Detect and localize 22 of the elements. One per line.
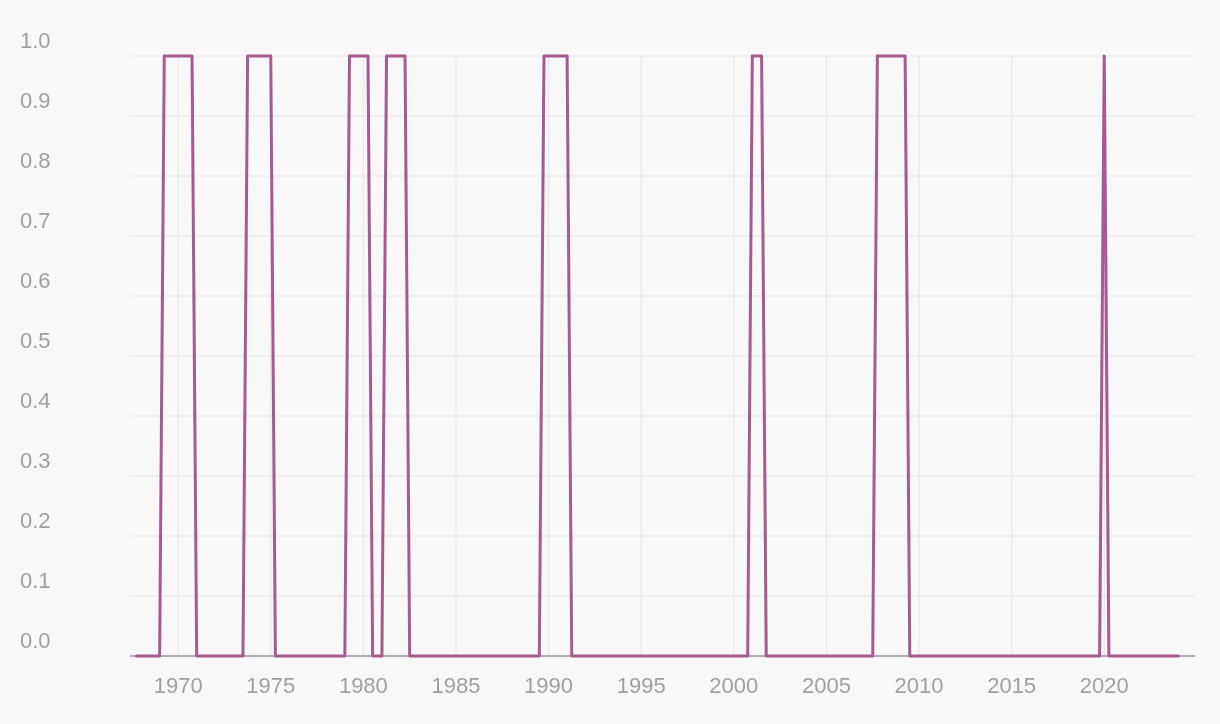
x-tick-label: 1995 bbox=[616, 673, 666, 698]
x-tick-label: 1990 bbox=[524, 673, 574, 698]
x-tick-label: 1975 bbox=[246, 673, 296, 698]
y-tick-label: 0.5 bbox=[20, 328, 51, 353]
x-tick-label: 1980 bbox=[338, 673, 388, 698]
y-tick-label: 0.3 bbox=[20, 448, 51, 473]
x-tick-label: 1985 bbox=[431, 673, 481, 698]
y-tick-label: 0.4 bbox=[20, 388, 51, 413]
x-tick-label: 2000 bbox=[709, 673, 759, 698]
y-tick-label: 0.8 bbox=[20, 148, 51, 173]
y-tick-label: 0.6 bbox=[20, 268, 51, 293]
y-tick-label: 0.1 bbox=[20, 568, 51, 593]
y-tick-label: 0.0 bbox=[20, 628, 51, 653]
x-tick-label: 1970 bbox=[153, 673, 203, 698]
x-tick-label: 2020 bbox=[1079, 673, 1129, 698]
y-tick-label: 1.0 bbox=[20, 28, 51, 53]
x-tick-label: 2010 bbox=[894, 673, 944, 698]
y-tick-label: 0.9 bbox=[20, 88, 51, 113]
x-tick-label: 2005 bbox=[801, 673, 851, 698]
y-tick-label: 0.2 bbox=[20, 508, 51, 533]
y-tick-label: 0.7 bbox=[20, 208, 51, 233]
x-tick-label: 2015 bbox=[987, 673, 1037, 698]
